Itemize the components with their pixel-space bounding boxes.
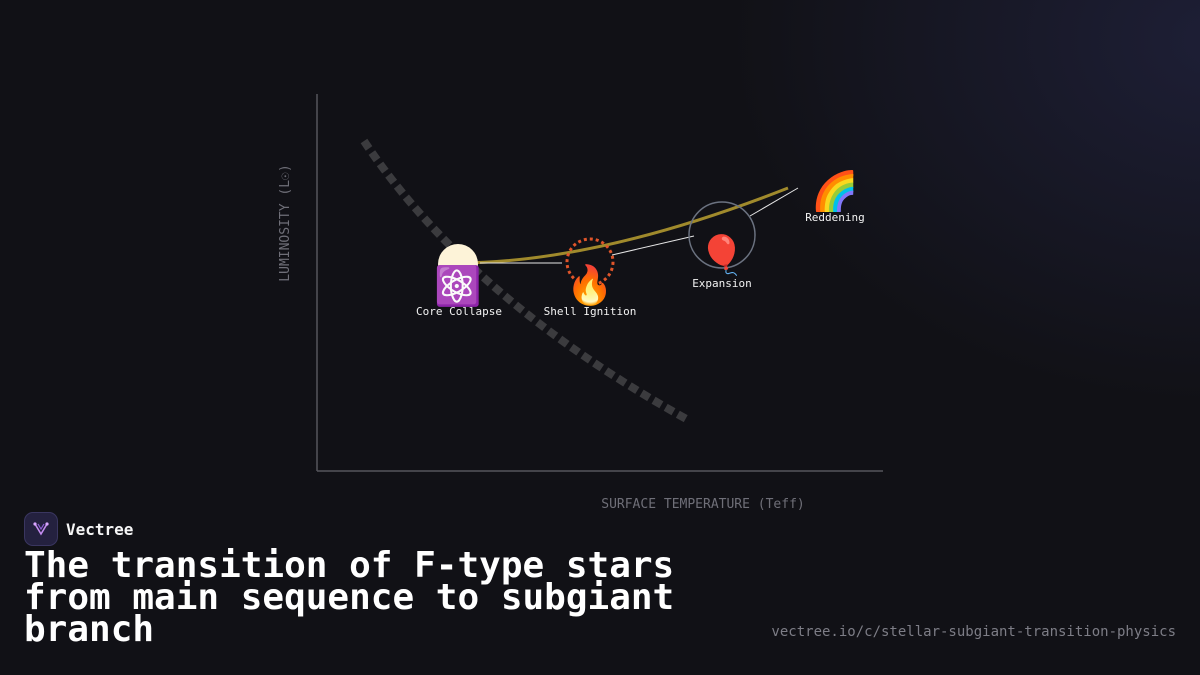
source-url[interactable]: vectree.io/c/stellar-subgiant-transition… xyxy=(771,624,1176,640)
stage-label-shell-ignition: Shell Ignition xyxy=(544,305,637,318)
x-axis-label: SURFACE TEMPERATURE (Teff) xyxy=(601,497,805,512)
core-glow xyxy=(438,244,478,284)
stage-label-core-collapse: Core Collapse xyxy=(416,305,502,318)
vectree-logo-icon xyxy=(24,512,58,546)
atom-icon: ⚛️ xyxy=(434,264,481,308)
fire-icon: 🔥 xyxy=(566,263,613,307)
rainbow-icon: 🌈 xyxy=(811,168,858,213)
page-title: The transition of F-type stars from main… xyxy=(24,545,675,650)
y-axis-label: LUMINOSITY (L☉) xyxy=(278,164,293,281)
main-sequence-band xyxy=(360,138,692,425)
balloon-icon: 🎈 xyxy=(698,232,745,277)
brand: Vectree xyxy=(24,512,133,546)
stage-label-expansion: Expansion xyxy=(692,277,752,290)
brand-name: Vectree xyxy=(66,519,134,539)
expansion-circle xyxy=(688,201,756,269)
shell-ring xyxy=(565,237,615,287)
connector-shell xyxy=(611,235,695,256)
connector-expansion xyxy=(749,187,799,217)
stage-label-reddening: Reddening xyxy=(805,211,865,224)
